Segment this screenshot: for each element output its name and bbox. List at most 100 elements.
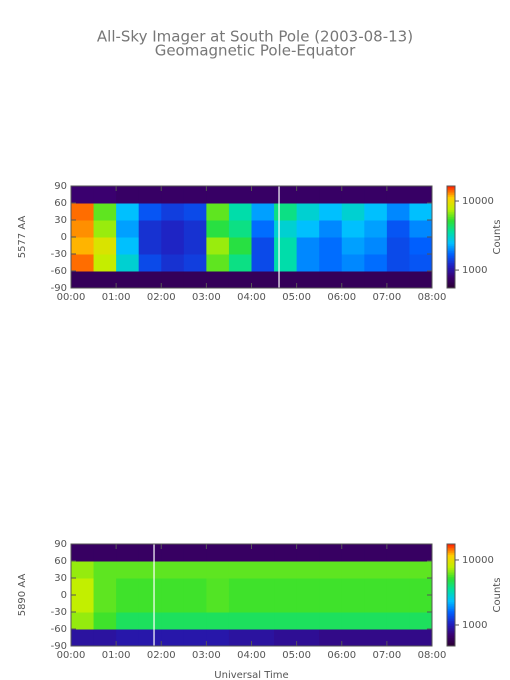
y-tick-label: 60 (54, 198, 67, 209)
x-tick-label: 07:00 (372, 292, 401, 303)
colorbar-swatch (447, 220, 455, 223)
colorbar-swatch (447, 579, 455, 582)
heatmap-cell (251, 186, 275, 204)
colorbar-label: Counts (492, 578, 503, 613)
heatmap-cell (251, 561, 275, 579)
heatmap-cell (116, 203, 140, 221)
heatmap-cell (116, 544, 140, 562)
colorbar-swatch (447, 269, 455, 272)
colorbar-swatch (447, 233, 455, 236)
heatmap-cell (71, 595, 95, 613)
heatmap-cell (386, 544, 410, 562)
figure-subtitle: Geomagnetic Pole-Equator (155, 42, 356, 60)
heatmap-cell (183, 220, 207, 238)
heatmap-cell (341, 203, 365, 221)
heatmap-cell (93, 237, 117, 255)
colorbar-swatch (447, 281, 455, 284)
colorbar-swatch (447, 240, 455, 243)
heatmap-cell (409, 203, 433, 221)
heatmap-cell (93, 612, 117, 630)
heatmap-cell (228, 254, 252, 272)
colorbar-swatch (447, 214, 455, 218)
heatmap-cell (364, 254, 388, 272)
colorbar-tick-label: 1000 (462, 265, 487, 276)
heatmap-cell (71, 629, 95, 647)
heatmap-cell (228, 629, 252, 647)
heatmap-cell (183, 271, 207, 289)
heatmap-cell (228, 578, 252, 596)
y-tick-label: 90 (54, 539, 67, 550)
heatmap-cell (319, 220, 343, 238)
heatmap-cell (251, 203, 275, 221)
colorbar-swatch (447, 248, 455, 252)
heatmap-cell (93, 561, 117, 579)
heatmap-cell (138, 237, 162, 255)
heatmap-cell (138, 271, 162, 289)
colorbar-swatch (447, 640, 455, 644)
colorbar-swatch (447, 601, 455, 604)
colorbar-swatch (447, 204, 455, 207)
colorbar-swatch (447, 213, 455, 216)
colorbar-swatch (447, 260, 455, 263)
colorbar-swatch (447, 545, 455, 548)
colorbar-swatch (447, 279, 455, 282)
colorbar-swatch (447, 588, 455, 591)
heatmap-cell (206, 629, 230, 647)
colorbar-swatch (447, 282, 455, 286)
colorbar-swatch (447, 618, 455, 621)
colorbar-swatch (447, 605, 455, 608)
colorbar-swatch (447, 262, 455, 265)
heatmap-cell (251, 544, 275, 562)
x-tick-label: 08:00 (418, 292, 447, 303)
colorbar-swatch (447, 254, 455, 257)
colorbar-swatch (447, 564, 455, 567)
heatmap-cell (228, 220, 252, 238)
heatmap-cell (93, 186, 117, 204)
colorbar-swatch (447, 589, 455, 593)
y-tick-label: -90 (51, 283, 67, 294)
colorbar-swatch (447, 557, 455, 560)
heatmap-cell (228, 612, 252, 630)
colorbar-swatch (447, 238, 455, 241)
colorbar-swatch (447, 242, 455, 245)
heatmap-cell (183, 544, 207, 562)
heatmap-cell (319, 595, 343, 613)
heatmap-cell (183, 629, 207, 647)
heatmap-cell (228, 203, 252, 221)
heatmap-cell (206, 271, 230, 289)
colorbar-swatch (447, 245, 455, 248)
heatmap-cell (161, 220, 185, 238)
heatmap-cell (364, 629, 388, 647)
colorbar-label: Counts (492, 220, 503, 255)
x-tick-label: 01:00 (102, 650, 131, 661)
colorbar-swatch (447, 189, 455, 192)
heatmap-cell (386, 203, 410, 221)
heatmap-cell (251, 612, 275, 630)
heatmap-cell (319, 254, 343, 272)
colorbar-swatch (447, 223, 455, 226)
heatmap-cell (409, 578, 433, 596)
heatmap-cell (409, 186, 433, 204)
heatmap-cell (341, 186, 365, 204)
heatmap-cell (274, 237, 298, 255)
heatmap-cell (386, 595, 410, 613)
colorbar-swatch (447, 257, 455, 260)
heatmap-cell (341, 595, 365, 613)
heatmap-cell (251, 578, 275, 596)
heatmap-cell (183, 561, 207, 579)
heatmap-cell (228, 186, 252, 204)
heatmap-cell (296, 544, 320, 562)
heatmap-cell (71, 561, 95, 579)
colorbar-swatch (447, 265, 455, 269)
colorbar-swatch (447, 201, 455, 204)
y-tick-label: -60 (51, 266, 67, 277)
colorbar-swatch (447, 593, 455, 596)
colorbar-swatch (447, 625, 455, 628)
colorbar-swatch (447, 194, 455, 197)
heatmap-cell (71, 612, 95, 630)
colorbar-swatch (447, 622, 455, 625)
heatmap-cell (296, 612, 320, 630)
heatmap-cell (93, 203, 117, 221)
colorbar-swatch (447, 572, 455, 576)
heatmap-cell (138, 595, 162, 613)
